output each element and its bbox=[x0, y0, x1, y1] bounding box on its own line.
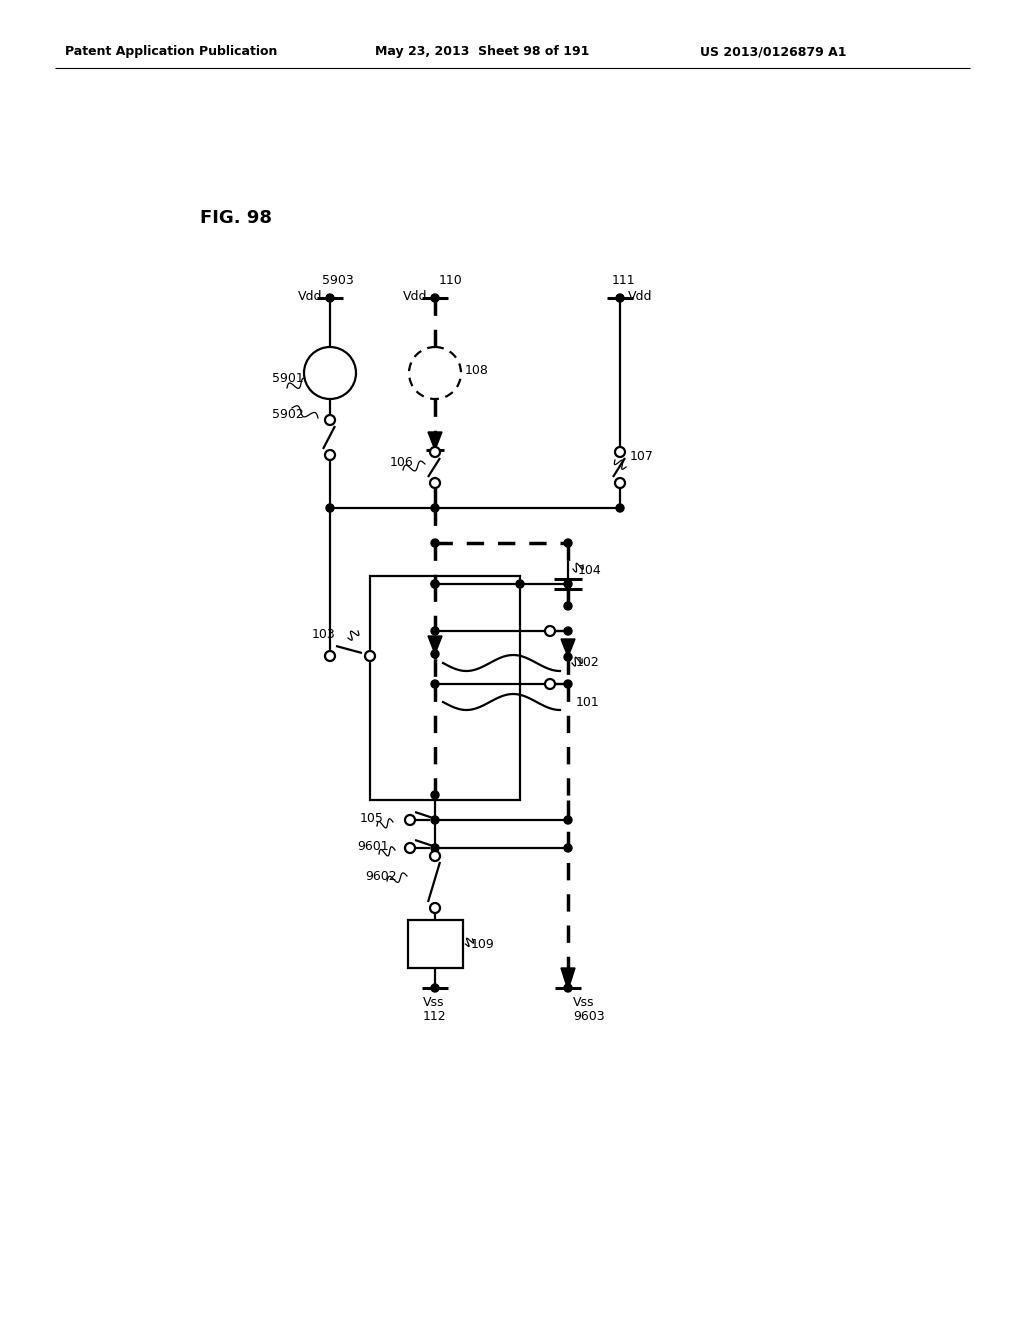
Circle shape bbox=[564, 579, 572, 587]
Circle shape bbox=[616, 294, 624, 302]
Circle shape bbox=[431, 579, 439, 587]
Circle shape bbox=[545, 626, 555, 636]
Polygon shape bbox=[561, 968, 575, 990]
Circle shape bbox=[431, 680, 439, 688]
Circle shape bbox=[325, 651, 335, 661]
Text: 110: 110 bbox=[439, 273, 463, 286]
Circle shape bbox=[430, 447, 440, 457]
Circle shape bbox=[430, 903, 440, 913]
Circle shape bbox=[431, 816, 439, 824]
Circle shape bbox=[430, 851, 440, 861]
Text: 101: 101 bbox=[575, 696, 600, 709]
Text: 9601: 9601 bbox=[357, 840, 389, 853]
Circle shape bbox=[431, 504, 439, 512]
Circle shape bbox=[326, 504, 334, 512]
Polygon shape bbox=[428, 432, 442, 450]
Circle shape bbox=[564, 983, 572, 993]
Circle shape bbox=[326, 294, 334, 302]
Text: 103: 103 bbox=[312, 627, 336, 640]
Text: US 2013/0126879 A1: US 2013/0126879 A1 bbox=[700, 45, 847, 58]
Text: 107: 107 bbox=[630, 450, 654, 463]
Circle shape bbox=[564, 680, 572, 688]
Text: Vss: Vss bbox=[423, 997, 444, 1010]
Text: 108: 108 bbox=[465, 364, 488, 378]
Circle shape bbox=[516, 579, 524, 587]
Text: FIG. 98: FIG. 98 bbox=[200, 209, 272, 227]
Circle shape bbox=[564, 539, 572, 546]
Circle shape bbox=[431, 539, 439, 546]
Text: Patent Application Publication: Patent Application Publication bbox=[65, 45, 278, 58]
Text: May 23, 2013  Sheet 98 of 191: May 23, 2013 Sheet 98 of 191 bbox=[375, 45, 590, 58]
Bar bbox=[370, 576, 520, 800]
Text: 9602: 9602 bbox=[365, 870, 396, 883]
Circle shape bbox=[431, 579, 439, 587]
Circle shape bbox=[615, 478, 625, 488]
Bar bbox=[408, 920, 463, 968]
Circle shape bbox=[616, 504, 624, 512]
Text: 5901: 5901 bbox=[272, 371, 304, 384]
Polygon shape bbox=[561, 639, 575, 657]
Circle shape bbox=[409, 347, 461, 399]
Text: 109: 109 bbox=[470, 937, 495, 950]
Circle shape bbox=[431, 649, 439, 657]
Circle shape bbox=[325, 450, 335, 459]
Text: 104: 104 bbox=[578, 565, 602, 578]
Circle shape bbox=[431, 791, 439, 799]
Circle shape bbox=[564, 816, 572, 824]
Circle shape bbox=[406, 814, 415, 825]
Polygon shape bbox=[428, 636, 442, 653]
Text: 5903: 5903 bbox=[322, 273, 353, 286]
Circle shape bbox=[431, 627, 439, 635]
Text: 102: 102 bbox=[575, 656, 600, 669]
Text: Vdd: Vdd bbox=[628, 290, 652, 304]
Text: 106: 106 bbox=[390, 455, 414, 469]
Circle shape bbox=[406, 843, 415, 853]
Text: 9603: 9603 bbox=[573, 1010, 604, 1023]
Circle shape bbox=[325, 414, 335, 425]
Circle shape bbox=[431, 294, 439, 302]
Text: Vss: Vss bbox=[573, 997, 595, 1010]
Circle shape bbox=[564, 627, 572, 635]
Text: 5902: 5902 bbox=[272, 408, 304, 421]
Circle shape bbox=[564, 843, 572, 851]
Text: 112: 112 bbox=[423, 1010, 446, 1023]
Circle shape bbox=[545, 678, 555, 689]
Circle shape bbox=[564, 602, 572, 610]
Text: Vdd: Vdd bbox=[298, 290, 323, 304]
Text: 111: 111 bbox=[612, 273, 636, 286]
Circle shape bbox=[304, 347, 356, 399]
Circle shape bbox=[431, 983, 439, 993]
Circle shape bbox=[431, 843, 439, 851]
Text: 105: 105 bbox=[360, 812, 384, 825]
Text: Vdd: Vdd bbox=[403, 290, 427, 304]
Circle shape bbox=[615, 447, 625, 457]
Circle shape bbox=[365, 651, 375, 661]
Circle shape bbox=[564, 653, 572, 661]
Circle shape bbox=[430, 478, 440, 488]
